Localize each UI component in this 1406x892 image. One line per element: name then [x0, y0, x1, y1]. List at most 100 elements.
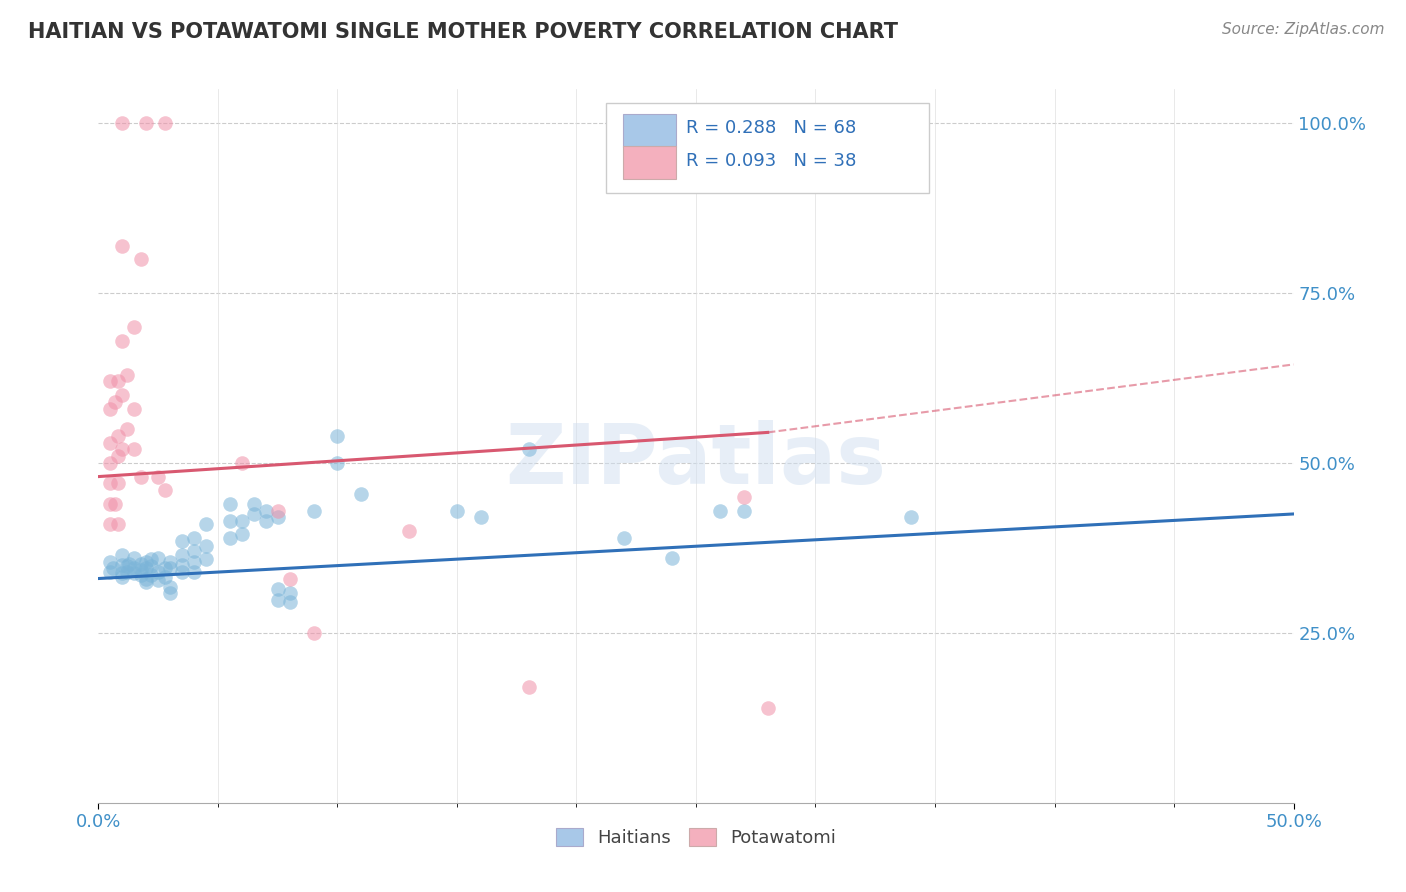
Point: [107, 375, 129, 389]
Point: [124, 442, 146, 457]
Point: [155, 483, 177, 498]
Point: [195, 517, 218, 532]
Point: [111, 570, 134, 584]
Point: [155, 561, 177, 575]
Point: [98, 517, 122, 532]
Point: [104, 394, 127, 409]
Point: [446, 503, 468, 517]
Point: [111, 388, 134, 402]
Point: [517, 442, 540, 457]
Point: [267, 593, 290, 607]
Point: [118, 557, 141, 571]
Point: [302, 626, 325, 640]
Text: R = 0.093   N = 38: R = 0.093 N = 38: [686, 153, 856, 170]
Point: [326, 456, 349, 470]
Point: [172, 565, 194, 579]
Point: [131, 469, 153, 483]
Point: [139, 552, 162, 566]
Point: [709, 503, 731, 517]
Point: [111, 548, 134, 562]
Point: [733, 490, 755, 504]
Point: [131, 557, 153, 571]
Point: [733, 503, 755, 517]
Point: [159, 580, 181, 594]
FancyBboxPatch shape: [623, 146, 676, 179]
Point: [231, 456, 253, 470]
Point: [98, 497, 122, 511]
Point: [172, 534, 194, 549]
Point: [98, 401, 122, 416]
Point: [326, 429, 349, 443]
Point: [131, 252, 153, 266]
Point: [124, 561, 146, 575]
Point: [267, 582, 290, 596]
Point: [98, 456, 122, 470]
Point: [98, 476, 122, 491]
Point: [219, 514, 242, 528]
Point: [111, 116, 134, 130]
Point: [231, 527, 253, 541]
Point: [183, 531, 205, 545]
Point: [115, 422, 138, 436]
Point: [111, 238, 134, 252]
Point: [135, 116, 157, 130]
Point: [155, 116, 177, 130]
Point: [172, 558, 194, 572]
Point: [148, 551, 170, 566]
Text: Source: ZipAtlas.com: Source: ZipAtlas.com: [1222, 22, 1385, 37]
Point: [470, 510, 492, 524]
Point: [302, 503, 325, 517]
Point: [107, 517, 129, 532]
Point: [101, 561, 124, 575]
Point: [111, 442, 134, 457]
Point: [139, 568, 162, 582]
Point: [148, 469, 170, 483]
Point: [135, 555, 157, 569]
Point: [159, 561, 181, 575]
Point: [756, 700, 779, 714]
Point: [159, 555, 181, 569]
Point: [195, 552, 218, 566]
Point: [98, 375, 122, 389]
Point: [115, 565, 138, 579]
Point: [124, 551, 146, 566]
Point: [98, 435, 122, 450]
Text: R = 0.288   N = 68: R = 0.288 N = 68: [686, 120, 856, 137]
Point: [111, 558, 134, 572]
Point: [124, 320, 146, 334]
Point: [131, 563, 153, 577]
Legend: Haitians, Potawatomi: Haitians, Potawatomi: [548, 821, 844, 855]
Point: [231, 514, 253, 528]
Point: [267, 510, 290, 524]
Point: [278, 586, 301, 600]
Point: [135, 561, 157, 575]
Text: HAITIAN VS POTAWATOMI SINGLE MOTHER POVERTY CORRELATION CHART: HAITIAN VS POTAWATOMI SINGLE MOTHER POVE…: [28, 22, 898, 42]
Point: [115, 559, 138, 574]
Point: [159, 586, 181, 600]
Point: [107, 429, 129, 443]
Point: [243, 497, 266, 511]
FancyBboxPatch shape: [606, 103, 929, 193]
Point: [219, 531, 242, 545]
Point: [148, 565, 170, 579]
Point: [135, 574, 157, 589]
Point: [278, 595, 301, 609]
Point: [98, 565, 122, 579]
Point: [254, 514, 277, 528]
Point: [124, 566, 146, 580]
Point: [115, 368, 138, 382]
Point: [135, 572, 157, 586]
Point: [350, 486, 373, 500]
Point: [278, 572, 301, 586]
Point: [104, 497, 127, 511]
Point: [183, 565, 205, 579]
Point: [195, 539, 218, 553]
Point: [111, 566, 134, 580]
Point: [254, 503, 277, 517]
Point: [267, 503, 290, 517]
Point: [172, 548, 194, 562]
Point: [155, 570, 177, 584]
Point: [613, 531, 636, 545]
Text: ZIPatlas: ZIPatlas: [506, 420, 886, 500]
Point: [139, 559, 162, 574]
